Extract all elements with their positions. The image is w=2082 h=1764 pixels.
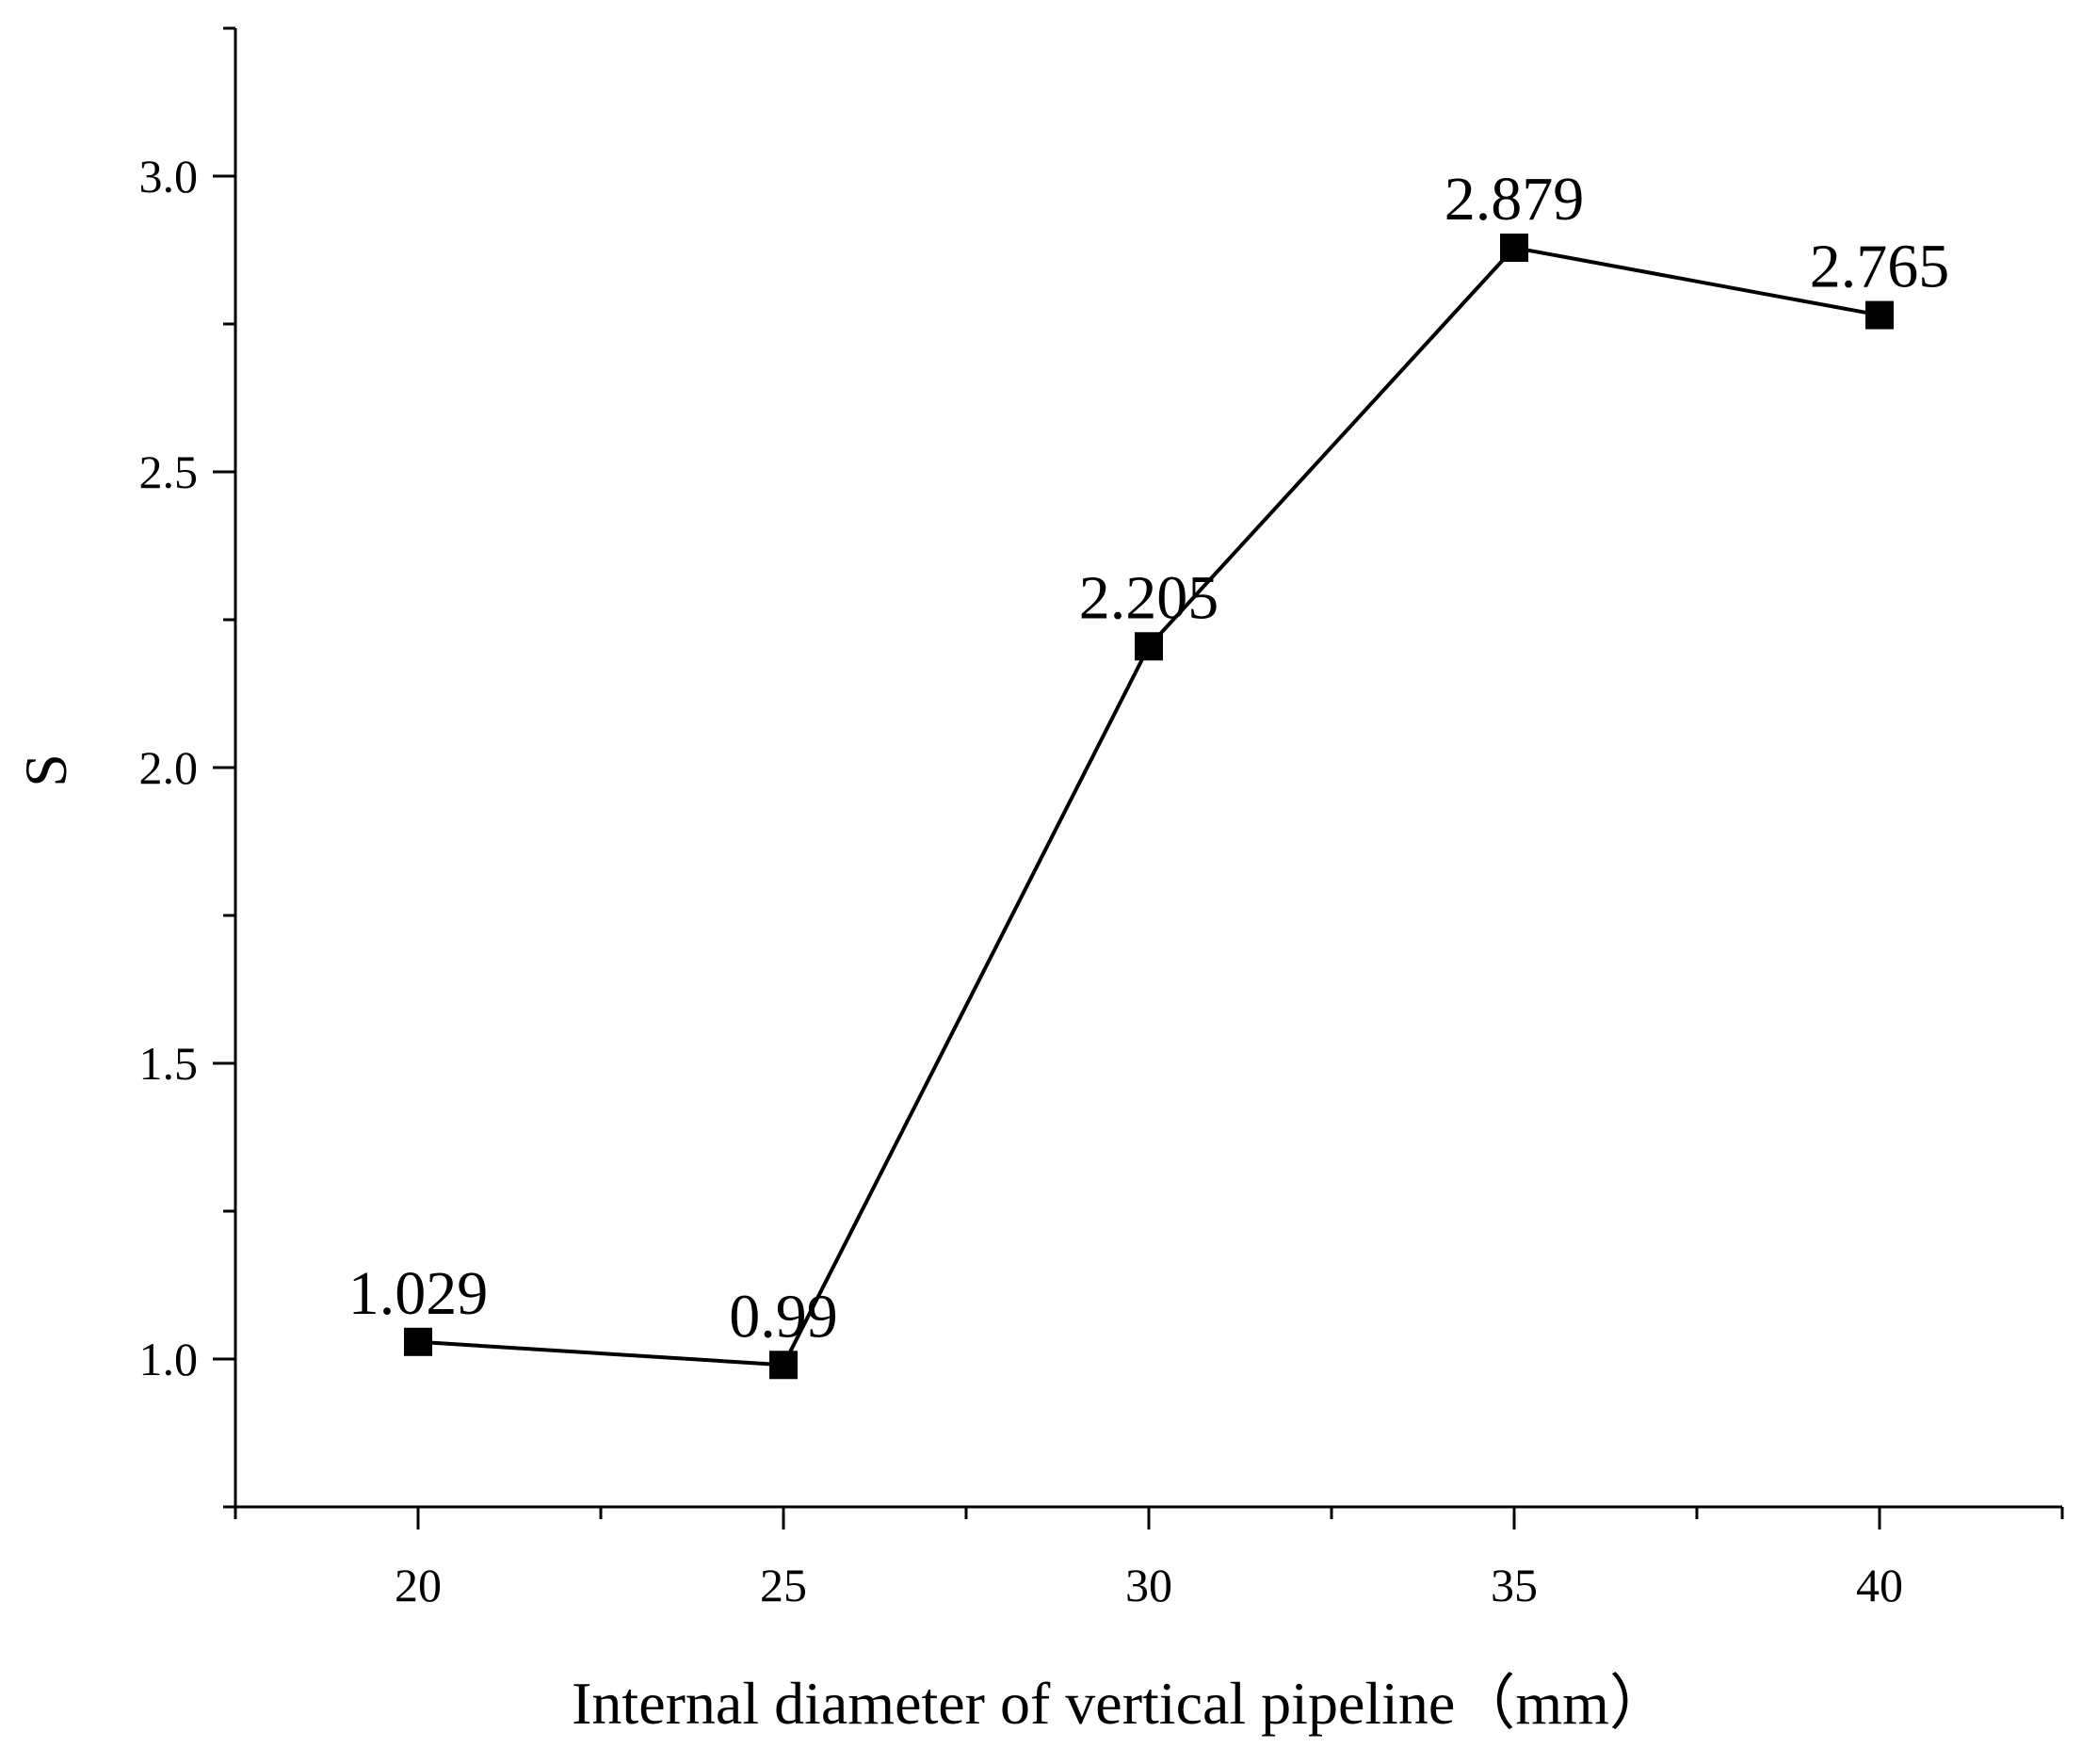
- axes: [234, 28, 2062, 1509]
- series-line-S: [417, 245, 1880, 1368]
- x-tick-label: 20: [395, 1559, 442, 1611]
- data-label: 1.029: [348, 1259, 489, 1328]
- data-label: 2.205: [1079, 563, 1219, 632]
- data-label: 0.99: [729, 1282, 838, 1351]
- y-tick-label: 1.5: [139, 1037, 199, 1090]
- x-axis-title: Internal diameter of vertical pipeline（m…: [572, 1670, 1670, 1737]
- x-tick-label: 40: [1856, 1559, 1903, 1611]
- x-tick-label: 30: [1125, 1559, 1172, 1611]
- ticks: 20 25 30 35 40 1.0 1.5 2.0 2.5 3.0: [139, 26, 2064, 1611]
- data-point-marker: [1865, 300, 1894, 330]
- data-label: 2.765: [1810, 233, 1950, 301]
- data-point-marker: [1500, 233, 1528, 262]
- y-tick-label: 3.0: [139, 150, 199, 202]
- data-series: [404, 233, 1894, 1380]
- y-axis-title: S: [12, 753, 79, 787]
- y-tick-label: 2.0: [139, 741, 199, 794]
- data-point-marker: [404, 1327, 432, 1356]
- data-point-marker: [769, 1351, 798, 1380]
- y-tick-label: 2.5: [139, 445, 199, 498]
- y-tick-label: 1.0: [139, 1333, 199, 1385]
- data-point-marker: [1135, 632, 1163, 661]
- x-tick-label: 35: [1491, 1559, 1538, 1611]
- data-label: 2.879: [1444, 165, 1585, 234]
- x-tick-label: 25: [760, 1559, 807, 1611]
- labels: 1.029 0.99 2.205 2.879 2.765: [348, 165, 1950, 1351]
